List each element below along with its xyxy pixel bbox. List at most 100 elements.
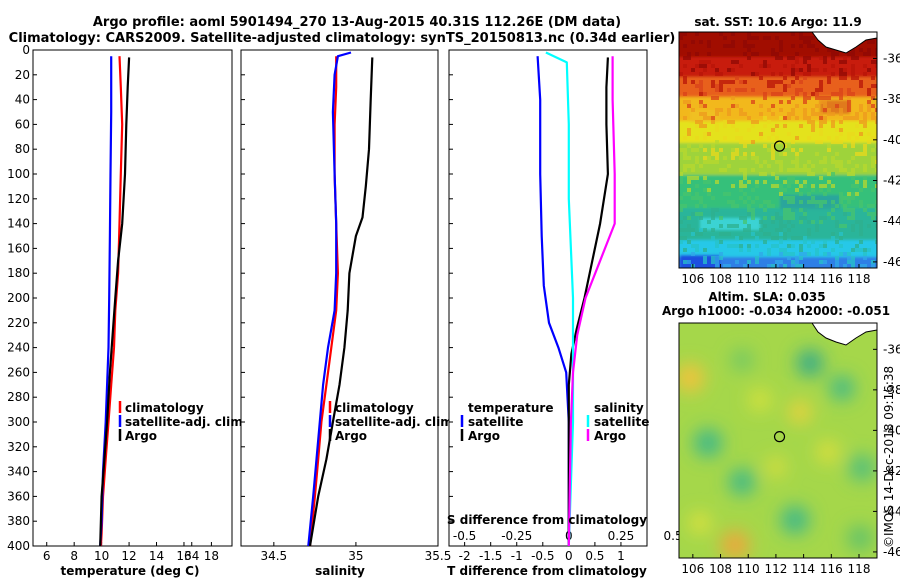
x-tick-label: 16 (176, 549, 191, 563)
sla-map-frame (678, 322, 878, 559)
legend-climatology: climatology (125, 401, 204, 415)
y-tick-label: 380 (7, 514, 30, 528)
temperature-lines (99, 56, 131, 547)
map-y-tick-label: -40 (883, 133, 900, 147)
x-tick-label: -1.5 (479, 549, 502, 563)
legend-t-argo: Argo (468, 429, 500, 443)
x-tick-label: 14 (149, 549, 164, 563)
salinity-lines (307, 51, 374, 547)
y-tick-label: 120 (7, 192, 30, 206)
difference-legend: temperature satellite Argo salinity sate… (460, 401, 649, 443)
y-tick-label: 400 (7, 539, 30, 553)
sla-axis-ticks: 106 108 110 112 114 116 118 -36 -38 -40 -42 -44 -46 (681, 342, 900, 576)
title-line-1: Argo profile: aoml 5901494_270 13-Aug-20… (93, 15, 621, 30)
legend-argo: Argo (335, 429, 367, 443)
map-x-tick-label: 118 (848, 272, 871, 286)
series-line-argo (308, 57, 374, 547)
salinity-xlabel: salinity (315, 564, 365, 578)
s-diff-tick-label: -0.5 (453, 529, 476, 543)
difference-lines (536, 51, 616, 547)
x-tick-label: 35.5 (425, 549, 452, 563)
series-line-climatology (308, 56, 339, 547)
series-line-t-argo (567, 57, 610, 546)
sst-axis-ticks: 106 108 110 112 114 116 118 -36 -38 -40 -42 -44 -46 (681, 51, 900, 286)
map-y-tick-label: -38 (883, 92, 900, 106)
copyright-note: ©IMOS 14-Dec-2018 09:16:38 (882, 366, 896, 548)
x-tick-label: 18 (204, 549, 219, 563)
salinity-axes-frame (240, 49, 439, 547)
legend-satellite: satellite-adj. clim. (335, 415, 457, 429)
x-tick-label: 35 (348, 549, 363, 563)
y-tick-label: 300 (7, 415, 30, 429)
salinity-panel: 34 34.5 35 35.5 climatology satellite-adj. … (184, 49, 457, 578)
legend-t-satellite: satellite (468, 415, 523, 429)
y-tick-label: 320 (7, 440, 30, 454)
map-y-tick-label: -42 (883, 464, 900, 478)
y-tick-label: 220 (7, 316, 30, 330)
temperature-panel: 0 20 40 60 80 100 120 140 160 180 200 220 240 260 280 3… (7, 43, 247, 578)
sla-map-subtitle: Argo h1000: -0.034 h2000: -0.051 (662, 304, 890, 318)
sla-map: Altim. SLA: 0.035 Argo h1000: -0.034 h20… (662, 290, 900, 576)
x-tick-label: 0.5 (585, 549, 604, 563)
x-tick-label: -1 (511, 549, 523, 563)
y-tick-label: 200 (7, 291, 30, 305)
s-diff-tick-label: 0.5 (664, 529, 683, 543)
map-x-tick-label: 110 (737, 272, 760, 286)
y-tick-label: 140 (7, 217, 30, 231)
temperature-axes-frame (32, 49, 233, 547)
map-x-tick-label: 110 (737, 562, 760, 576)
series-line-t-satellite (536, 56, 570, 546)
x-tick-label: 12 (121, 549, 136, 563)
temperature-legend: climatology satellite-adj. clim. Argo (118, 401, 247, 443)
legend-climatology: climatology (335, 401, 414, 415)
s-diff-tick-label: -0.25 (501, 529, 532, 543)
map-x-tick-label: 108 (709, 272, 732, 286)
series-line-s-satellite (545, 51, 575, 547)
sla-argo-position-marker (773, 431, 786, 443)
x-tick-label: 10 (94, 549, 109, 563)
legend-argo: Argo (125, 429, 157, 443)
y-tick-label: 20 (15, 68, 30, 82)
map-y-tick-label: -36 (883, 51, 900, 65)
sst-map: sat. SST: 10.6 Argo: 11.9 (678, 15, 900, 286)
map-y-tick-label: -40 (883, 423, 900, 437)
y-tick-label: 360 (7, 489, 30, 503)
title-line-2: Climatology: CARS2009. Satellite-adjuste… (9, 31, 676, 46)
map-x-tick-label: 106 (681, 272, 704, 286)
sst-map-frame (678, 31, 878, 269)
y-tick-label: 100 (7, 167, 30, 181)
map-x-tick-label: 118 (848, 562, 871, 576)
legend-satellite: satellite-adj. clim. (125, 415, 247, 429)
sst-field (679, 32, 877, 268)
map-x-tick-label: 106 (681, 562, 704, 576)
salinity-legend: climatology satellite-adj. clim. Argo (328, 401, 457, 443)
y-tick-label: 240 (7, 341, 30, 355)
map-x-tick-label: 116 (820, 562, 843, 576)
y-tick-label: 40 (15, 93, 30, 107)
x-tick-label: 6 (43, 549, 51, 563)
difference-panel: -2 -1.5 -1 -0.5 0 0.5 1-0.5 -0.25 0 0.25 0.5 tempe… (447, 49, 683, 578)
y-tick-label: 180 (7, 266, 30, 280)
sst-coastline (811, 32, 877, 54)
difference-axes-frame (448, 49, 648, 547)
temperature-xlabel: temperature (deg C) (61, 564, 200, 578)
x-tick-label: 1 (617, 549, 625, 563)
map-y-tick-label: -36 (883, 342, 900, 356)
map-x-tick-label: 114 (792, 272, 815, 286)
y-tick-label: 260 (7, 365, 30, 379)
map-y-tick-label: -44 (883, 214, 900, 228)
y-tick-label: 280 (7, 390, 30, 404)
series-line-satellite-adj-clim- (307, 51, 352, 547)
x-tick-label: -2 (459, 549, 471, 563)
y-tick-label: 80 (15, 142, 30, 156)
map-y-tick-label: -42 (883, 174, 900, 188)
y-tick-label: 160 (7, 241, 30, 255)
map-x-tick-label: 108 (709, 562, 732, 576)
sst-texture (679, 32, 877, 268)
s-difference-label: S difference from climatology (447, 513, 647, 527)
t-difference-xlabel: T difference from climatology (447, 564, 647, 578)
map-y-tick-label: -44 (883, 504, 900, 518)
map-x-tick-label: 112 (764, 562, 787, 576)
sst-map-title: sat. SST: 10.6 Argo: 11.9 (694, 15, 861, 29)
salinity-ticks: 34 34.5 35 35.5 (184, 49, 452, 563)
